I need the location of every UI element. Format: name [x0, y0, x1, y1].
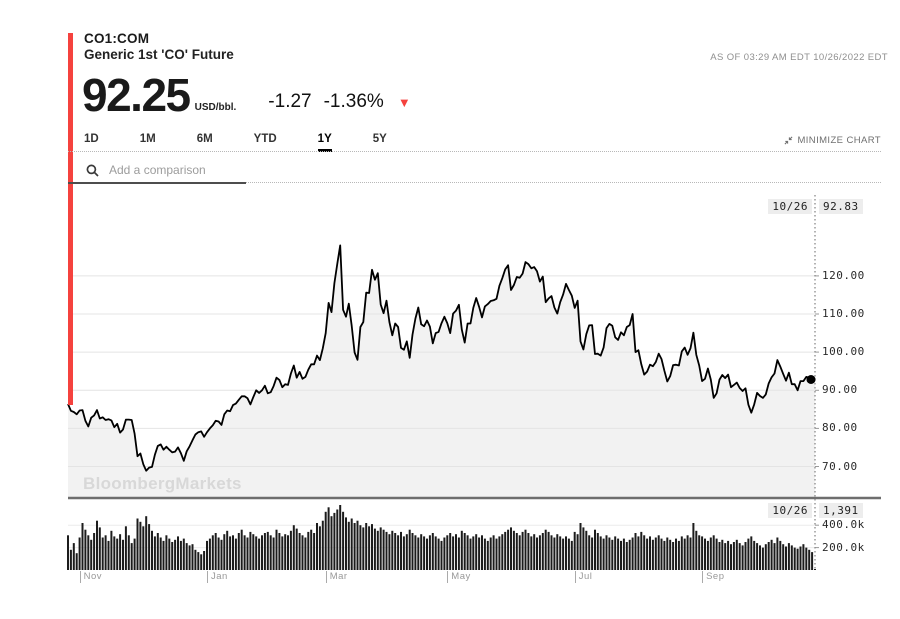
crosshair-volume-date-label: 10/26	[768, 503, 812, 518]
as-of-timestamp: AS OF 03:29 AM EDT 10/26/2022 EDT	[710, 52, 888, 63]
ticker-symbol: CO1:COM	[84, 31, 150, 46]
security-name: Generic 1st 'CO' Future	[84, 47, 234, 62]
tab-5y[interactable]: 5Y	[372, 133, 387, 145]
price-unit: USD/bbl.	[194, 102, 237, 113]
price-axis-tick: 90.00	[822, 383, 858, 397]
comparison-search	[86, 162, 261, 178]
month-axis-tick: Mar	[325, 571, 348, 583]
month-axis-tick: Sep	[702, 571, 724, 583]
crosshair-volume-label: 1,391	[819, 503, 863, 518]
crosshair-date-label: 10/26	[768, 199, 812, 214]
comparison-input[interactable]	[107, 162, 261, 178]
tab-1m[interactable]: 1M	[139, 133, 156, 145]
range-tabs: 1D 1M 6M YTD 1Y 5Y	[84, 133, 387, 152]
bloomberg-watermark: BloombergMarkets	[83, 474, 242, 493]
divider-dotted-search	[246, 182, 881, 183]
month-axis-tick: May	[447, 571, 470, 583]
crosshair-price-label: 92.83	[819, 199, 863, 214]
volume-axis-tick: 400.0k	[822, 518, 865, 532]
volume-axis-tick: 200.0k	[822, 540, 865, 554]
search-underline	[68, 182, 246, 184]
percent-change: -1.36%	[323, 91, 384, 112]
minimize-chart-label: MINIMIZE CHART	[797, 135, 881, 146]
last-price: 92.25	[82, 69, 191, 121]
red-accent-bar	[68, 33, 73, 405]
month-axis-tick: Nov	[79, 571, 102, 583]
price-change: -1.27	[268, 91, 312, 112]
tab-1d[interactable]: 1D	[84, 133, 99, 145]
price-axis-tick: 100.00	[822, 345, 865, 359]
tab-ytd[interactable]: YTD	[253, 133, 277, 145]
month-axis-tick: Jan	[207, 571, 228, 583]
price-axis-tick: 120.00	[822, 268, 865, 282]
price-axis-tick: 70.00	[822, 459, 858, 473]
tab-1y[interactable]: 1Y	[317, 133, 332, 152]
quote-row: 92.25 USD/bbl. -1.27 -1.36% ▼	[82, 72, 411, 118]
down-arrow-icon: ▼	[397, 95, 411, 110]
tab-6m[interactable]: 6M	[196, 133, 213, 145]
search-icon	[86, 164, 99, 177]
price-axis-tick: 80.00	[822, 421, 858, 435]
divider-dotted-top	[68, 151, 881, 152]
month-axis-tick: Jul	[574, 571, 593, 583]
minimize-chart-button[interactable]: MINIMIZE CHART	[784, 135, 881, 146]
minimize-icon	[784, 136, 793, 145]
price-axis-tick: 110.00	[822, 307, 865, 320]
